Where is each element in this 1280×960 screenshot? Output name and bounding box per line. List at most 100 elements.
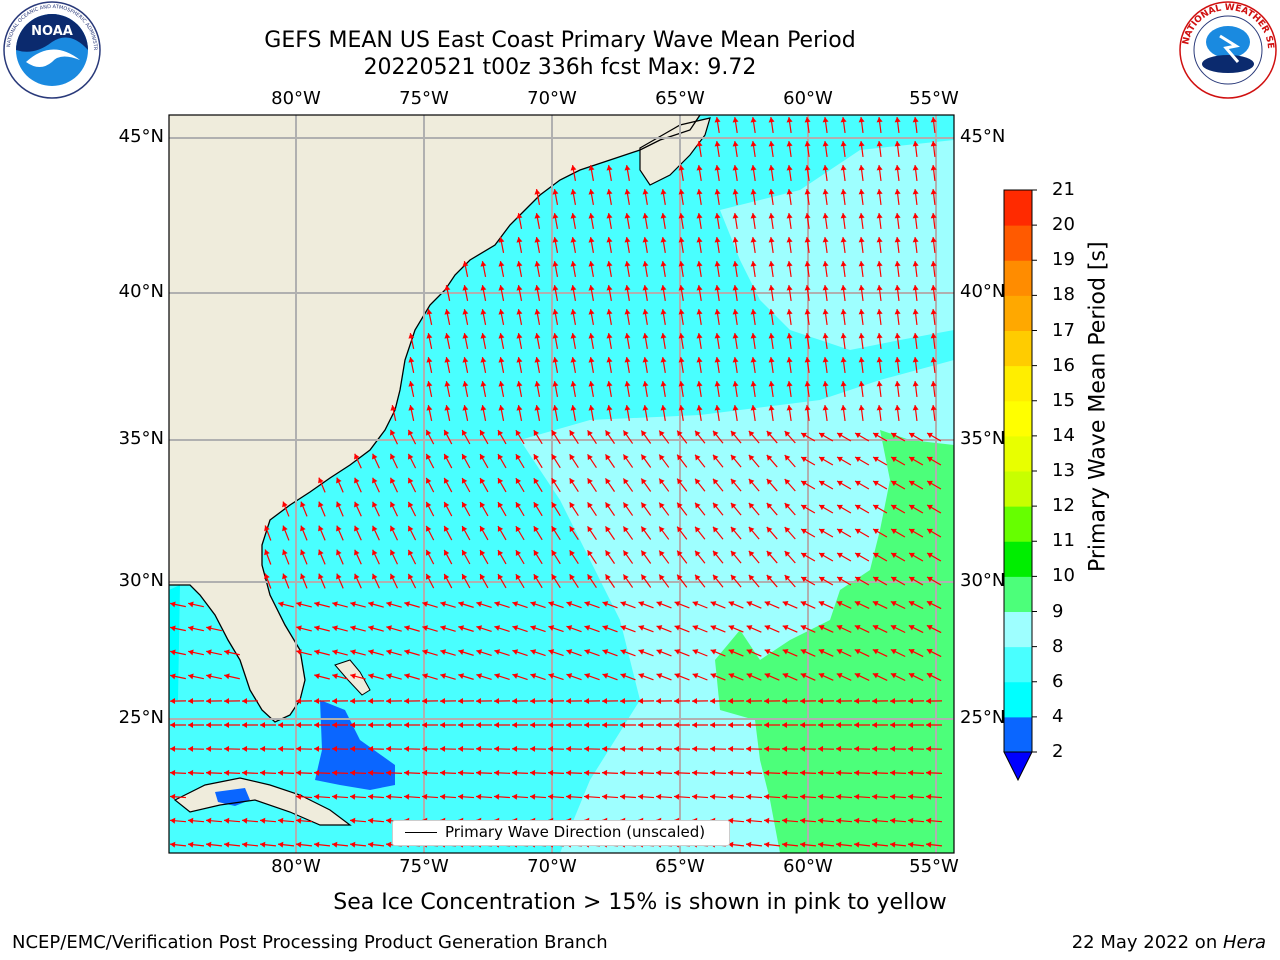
- wave-arrow-head: [876, 237, 883, 243]
- wave-arrow-head: [674, 673, 681, 679]
- wave-arrow-head: [750, 309, 757, 315]
- wave-arrow-head: [836, 721, 842, 728]
- wave-arrow-head: [710, 649, 717, 655]
- wave-arrow-head: [515, 478, 522, 484]
- wave-arrow-head: [624, 405, 631, 411]
- wave-arrow-head: [278, 721, 284, 728]
- wave-arrow-head: [588, 189, 595, 195]
- colorbar-segment: [1004, 190, 1032, 226]
- wave-arrow-head: [750, 261, 757, 267]
- wave-arrow-head: [927, 480, 933, 487]
- wave-arrow-head: [498, 333, 505, 339]
- wave-arrow-head: [426, 381, 433, 387]
- wave-arrow-head: [224, 649, 230, 656]
- wave-arrow-head: [840, 285, 847, 291]
- wave-arrow-head: [854, 721, 860, 728]
- wave-arrow-head: [712, 478, 719, 485]
- wave-arrow-head: [389, 549, 396, 556]
- wave-arrow-head: [170, 698, 176, 705]
- wave-arrow-head: [695, 502, 701, 509]
- wave-arrow-head: [872, 817, 878, 824]
- wave-arrow-head: [732, 117, 739, 123]
- wave-arrow-head: [461, 525, 468, 532]
- colorbar-segment: [1004, 716, 1032, 753]
- wave-arrow-head: [728, 745, 734, 752]
- wave-arrow-head: [786, 285, 793, 291]
- wave-arrow-head: [674, 769, 680, 776]
- wave-arrow-head: [551, 574, 557, 581]
- lon-label-bottom: 75°W: [399, 856, 449, 877]
- wave-arrow-head: [350, 769, 356, 776]
- wave-arrow-head: [440, 769, 446, 776]
- wave-arrow-head: [908, 817, 914, 824]
- wave-arrow-head: [730, 430, 737, 437]
- wave-arrow-head: [854, 673, 861, 679]
- wave-arrow-head: [768, 357, 775, 363]
- wave-arrow-head: [768, 261, 775, 267]
- wave-arrow-head: [584, 769, 590, 776]
- wave-arrow-head: [854, 625, 861, 631]
- wave-arrow-head: [318, 573, 324, 580]
- wave-arrow-head: [534, 189, 541, 195]
- wave-arrow-head: [476, 793, 482, 800]
- wave-arrow-head: [748, 526, 755, 533]
- wave-arrow-head: [678, 165, 685, 171]
- wave-arrow-head: [641, 550, 647, 557]
- wave-arrow-head: [660, 285, 667, 291]
- colorbar-tick-label: 19: [1052, 249, 1075, 271]
- wave-arrow-head: [894, 405, 901, 411]
- wave-arrow-head: [894, 381, 901, 387]
- wave-arrow-head: [422, 745, 428, 752]
- wave-arrow-head: [786, 405, 793, 411]
- wave-arrow-head: [836, 769, 842, 776]
- wave-arrow-head: [695, 526, 701, 533]
- wave-arrow-head: [710, 721, 716, 728]
- wave-arrow-head: [642, 213, 649, 219]
- wave-arrow-head: [930, 285, 937, 291]
- wave-arrow-head: [858, 213, 865, 219]
- wave-arrow-head: [476, 625, 483, 631]
- wave-arrow-head: [422, 601, 428, 608]
- wave-arrow-head: [479, 550, 486, 556]
- wave-arrow-head: [422, 649, 428, 656]
- wave-arrow-head: [552, 357, 559, 363]
- wave-arrow-head: [602, 601, 609, 607]
- wave-arrow-head: [728, 601, 735, 607]
- wave-arrow-head: [623, 478, 629, 485]
- wave-arrow-head: [422, 793, 428, 800]
- wave-arrow-head: [840, 333, 847, 339]
- wave-arrow-head: [748, 454, 755, 461]
- wave-arrow-head: [678, 405, 685, 411]
- wave-arrow-head: [605, 526, 611, 533]
- wave-arrow-head: [894, 189, 901, 195]
- wave-arrow-head: [894, 261, 901, 267]
- wave-arrow-head: [858, 381, 865, 387]
- wave-arrow-head: [552, 405, 559, 411]
- wave-arrow-head: [570, 189, 577, 195]
- wave-arrow-head: [696, 237, 703, 243]
- wave-arrow-head: [458, 745, 464, 752]
- wave-arrow-head: [746, 601, 753, 607]
- colorbar-tick-label: 12: [1052, 495, 1075, 517]
- wave-arrow-head: [768, 381, 775, 387]
- wave-arrow-head: [494, 721, 500, 728]
- wave-arrow-head: [332, 625, 338, 632]
- wave-arrow-head: [714, 357, 721, 363]
- wave-arrow-head: [458, 625, 465, 631]
- wave-arrow-head: [804, 333, 811, 339]
- wave-arrow-head: [855, 432, 861, 439]
- wave-arrow-head: [768, 285, 775, 291]
- lat-label-left: 25°N: [118, 707, 164, 728]
- wave-arrow-head: [822, 309, 829, 315]
- wave-arrow-head: [656, 793, 662, 800]
- wave-arrow-head: [497, 502, 504, 508]
- wave-arrow-head: [909, 432, 915, 439]
- wave-arrow-head: [728, 625, 735, 631]
- wave-arrow-head: [840, 141, 847, 147]
- wave-arrow-head: [909, 480, 915, 487]
- wave-arrow-head: [768, 309, 775, 315]
- wave-arrow-head: [602, 698, 608, 705]
- wave-arrow-head: [606, 213, 613, 219]
- wave-arrow-head: [818, 745, 824, 752]
- wave-arrow-head: [746, 698, 752, 705]
